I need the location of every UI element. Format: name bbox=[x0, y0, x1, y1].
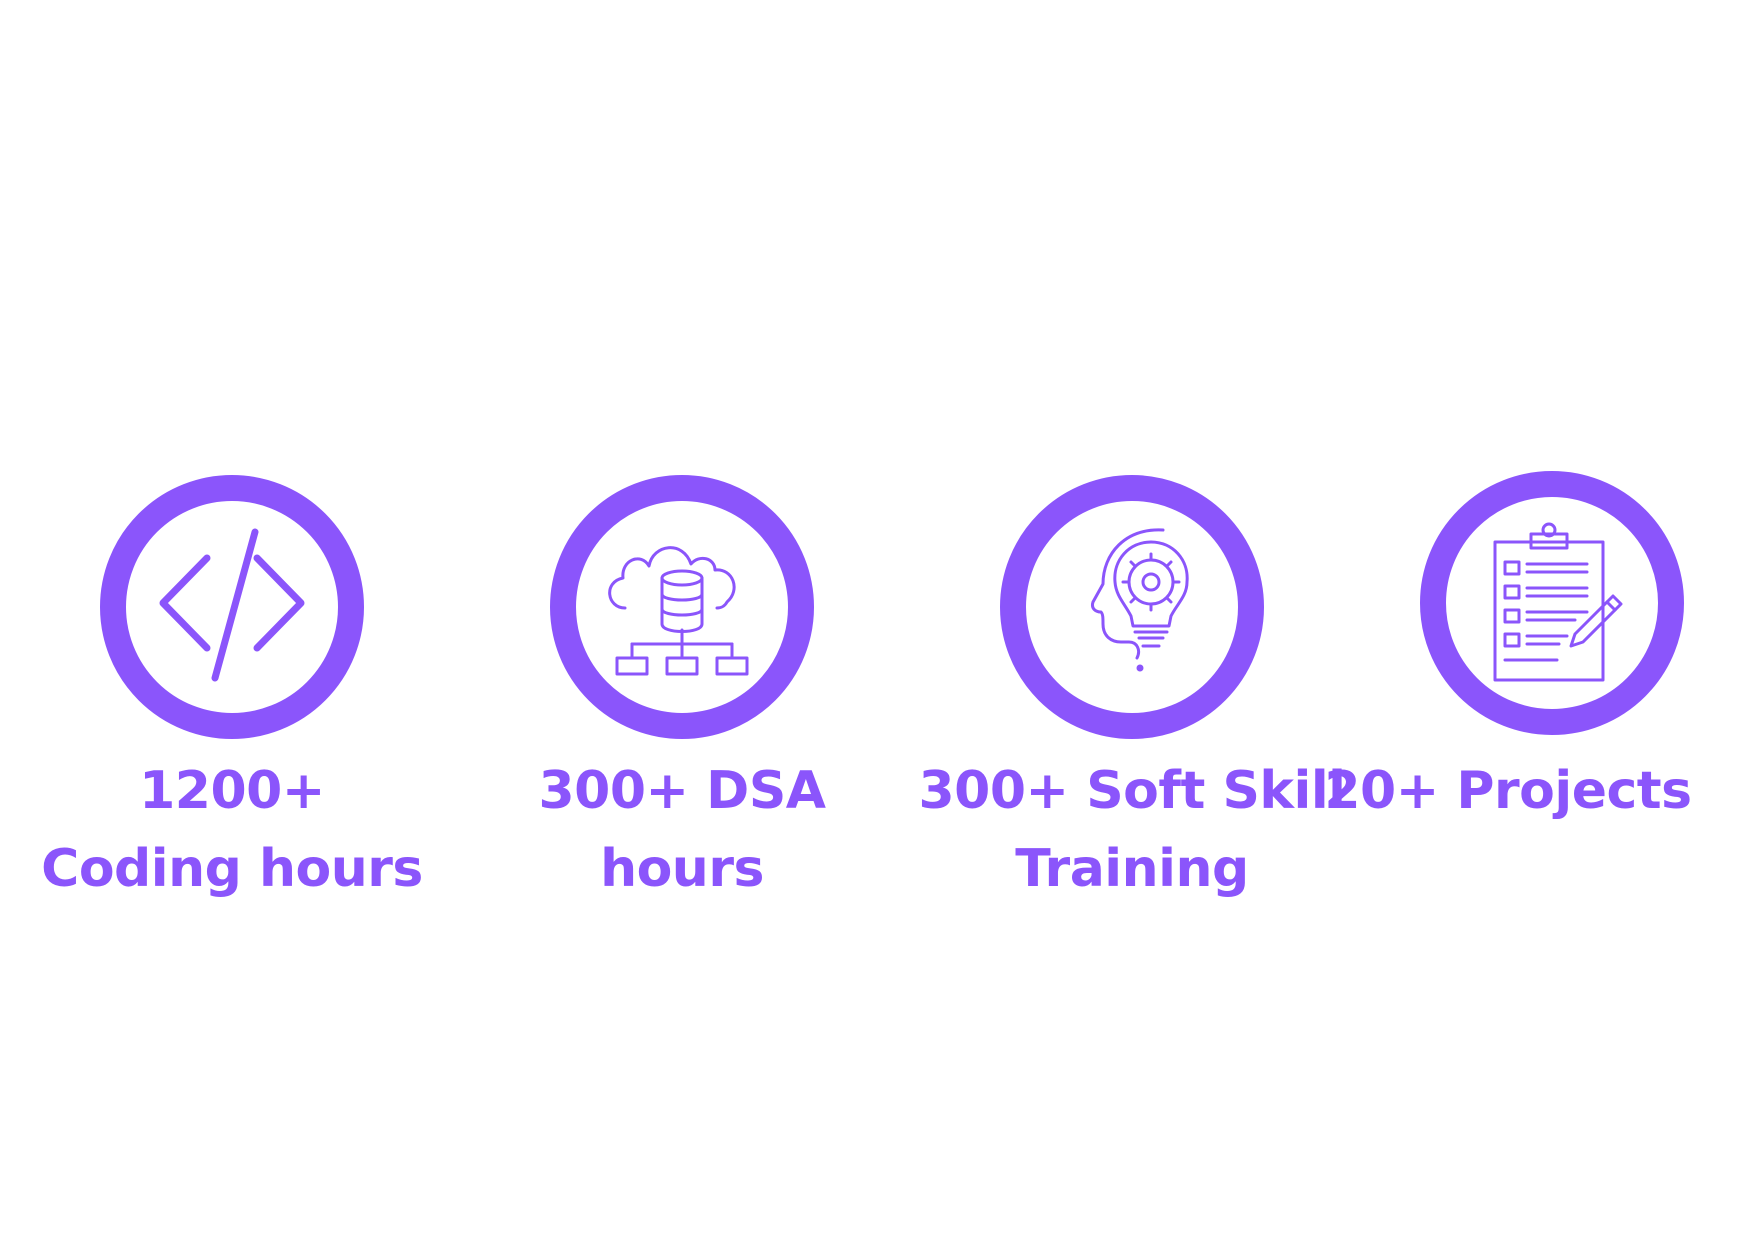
head-lightbulb-gear-icon bbox=[1091, 528, 1189, 672]
feature-caption-dsa: 300+ DSA hours bbox=[538, 761, 826, 899]
feature-ring-projects bbox=[1420, 471, 1684, 735]
feature-ring-dsa bbox=[550, 475, 814, 739]
cloud-database-icon bbox=[608, 546, 749, 676]
feature-caption-soft-skill: 300+ Soft Skill Training bbox=[918, 761, 1346, 899]
code-icon bbox=[159, 528, 305, 682]
feature-caption-projects: 20+ Projects bbox=[1324, 761, 1692, 821]
feature-ring-soft-skill bbox=[1000, 475, 1264, 739]
clipboard-checklist-icon bbox=[1493, 522, 1623, 682]
feature-ring-coding bbox=[100, 475, 364, 739]
feature-caption-coding: 1200+ Coding hours bbox=[41, 761, 423, 899]
